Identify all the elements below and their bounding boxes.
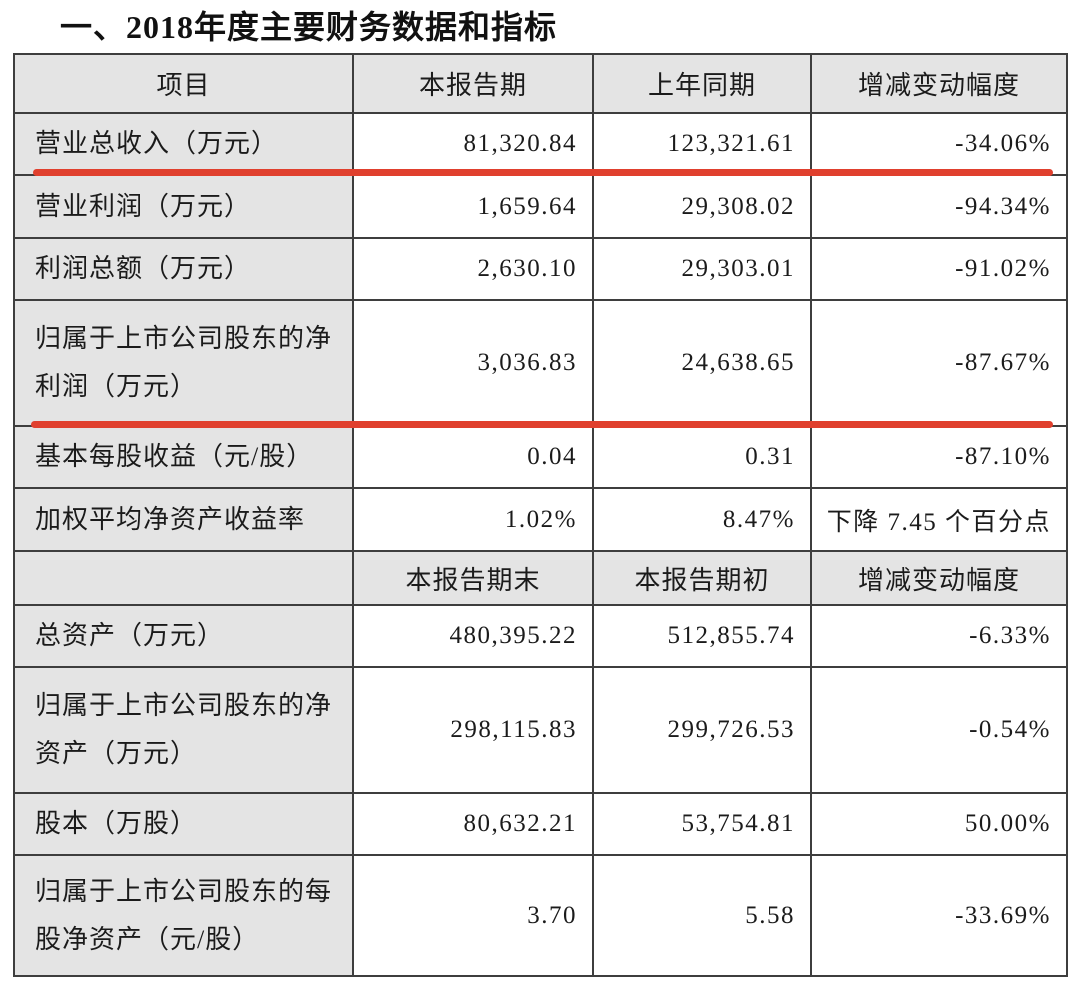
table-row-net-assets: 归属于上市公司股东的净 资产（万元） 298,115.83 299,726.53… xyxy=(13,666,1068,795)
table-row-basic-eps: 基本每股收益（元/股） 0.04 0.31 -87.10% xyxy=(13,425,1068,490)
change-value-cell: -0.54% xyxy=(810,666,1068,795)
row-label-cell: 归属于上市公司股东的净 资产（万元） xyxy=(13,666,354,795)
current-value-cell: 3.70 xyxy=(352,854,594,978)
header-cell-change-2: 增减变动幅度 xyxy=(810,550,1068,607)
prior-value-cell: 299,726.53 xyxy=(592,666,812,795)
red-underline-net-profit-row xyxy=(31,421,1053,428)
row-label-cell: 归属于上市公司股东的净 利润（万元） xyxy=(13,299,354,428)
table-row-total-assets: 总资产（万元） 480,395.22 512,855.74 -6.33% xyxy=(13,604,1068,669)
change-value-cell: 50.00% xyxy=(810,792,1068,857)
change-value-cell: 下降 7.45 个百分点 xyxy=(810,487,1068,553)
current-value-cell: 1.02% xyxy=(352,487,594,553)
current-value-cell: 1,659.64 xyxy=(352,174,594,240)
prior-value-cell: 24,638.65 xyxy=(592,299,812,428)
prior-value-cell: 29,308.02 xyxy=(592,174,812,240)
header-cell-item: 项目 xyxy=(13,53,354,114)
header-cell-period-end: 本报告期末 xyxy=(352,550,594,607)
row-label-cell: 股本（万股） xyxy=(13,792,354,857)
prior-value-cell: 0.31 xyxy=(592,425,812,490)
table-row-weighted-roe: 加权平均净资产收益率 1.02% 8.47% 下降 7.45 个百分点 xyxy=(13,487,1068,553)
row-label-cell: 归属于上市公司股东的每 股净资产（元/股） xyxy=(13,854,354,978)
prior-value-cell: 5.58 xyxy=(592,854,812,978)
balance-header-row: 本报告期末 本报告期初 增减变动幅度 xyxy=(13,550,1068,607)
current-value-cell: 81,320.84 xyxy=(352,111,594,177)
prior-value-cell: 53,754.81 xyxy=(592,792,812,857)
header-cell-blank xyxy=(13,550,354,607)
page-title: 一、2018年度主要财务数据和指标 xyxy=(60,9,558,45)
table-row-net-profit: 归属于上市公司股东的净 利润（万元） 3,036.83 24,638.65 -8… xyxy=(13,299,1068,428)
change-value-cell: -33.69% xyxy=(810,854,1068,978)
row-label-cell: 基本每股收益（元/股） xyxy=(13,425,354,490)
header-cell-prior-period: 上年同期 xyxy=(592,53,812,114)
current-value-cell: 0.04 xyxy=(352,425,594,490)
header-cell-period-begin: 本报告期初 xyxy=(592,550,812,607)
change-value-cell: -34.06% xyxy=(810,111,1068,177)
current-value-cell: 480,395.22 xyxy=(352,604,594,669)
current-value-cell: 80,632.21 xyxy=(352,792,594,857)
table-row-total-revenue: 营业总收入（万元） 81,320.84 123,321.61 -34.06% xyxy=(13,111,1068,177)
prior-value-cell: 123,321.61 xyxy=(592,111,812,177)
current-value-cell: 2,630.10 xyxy=(352,237,594,302)
change-value-cell: -6.33% xyxy=(810,604,1068,669)
row-label-cell: 总资产（万元） xyxy=(13,604,354,669)
change-value-cell: -87.10% xyxy=(810,425,1068,490)
table-row-operating-profit: 营业利润（万元） 1,659.64 29,308.02 -94.34% xyxy=(13,174,1068,240)
row-label-cell: 营业总收入（万元） xyxy=(13,111,354,177)
header-cell-change: 增减变动幅度 xyxy=(810,53,1068,114)
row-label-cell: 加权平均净资产收益率 xyxy=(13,487,354,553)
current-value-cell: 3,036.83 xyxy=(352,299,594,428)
change-value-cell: -91.02% xyxy=(810,237,1068,302)
table-row-total-profit: 利润总额（万元） 2,630.10 29,303.01 -91.02% xyxy=(13,237,1068,302)
header-cell-current-period: 本报告期 xyxy=(352,53,594,114)
change-value-cell: -94.34% xyxy=(810,174,1068,240)
red-underline-revenue-row xyxy=(33,169,1053,176)
prior-value-cell: 29,303.01 xyxy=(592,237,812,302)
financial-indicators-table: 项目 本报告期 上年同期 增减变动幅度 营业总收入（万元） 81,320.84 … xyxy=(13,53,1068,978)
row-label-cell: 营业利润（万元） xyxy=(13,174,354,240)
prior-value-cell: 8.47% xyxy=(592,487,812,553)
prior-value-cell: 512,855.74 xyxy=(592,604,812,669)
current-value-cell: 298,115.83 xyxy=(352,666,594,795)
table-row-share-capital: 股本（万股） 80,632.21 53,754.81 50.00% xyxy=(13,792,1068,857)
row-label-cell: 利润总额（万元） xyxy=(13,237,354,302)
table-row-net-assets-per-share: 归属于上市公司股东的每 股净资产（元/股） 3.70 5.58 -33.69% xyxy=(13,854,1068,978)
period-header-row: 项目 本报告期 上年同期 增减变动幅度 xyxy=(13,53,1068,114)
change-value-cell: -87.67% xyxy=(810,299,1068,428)
